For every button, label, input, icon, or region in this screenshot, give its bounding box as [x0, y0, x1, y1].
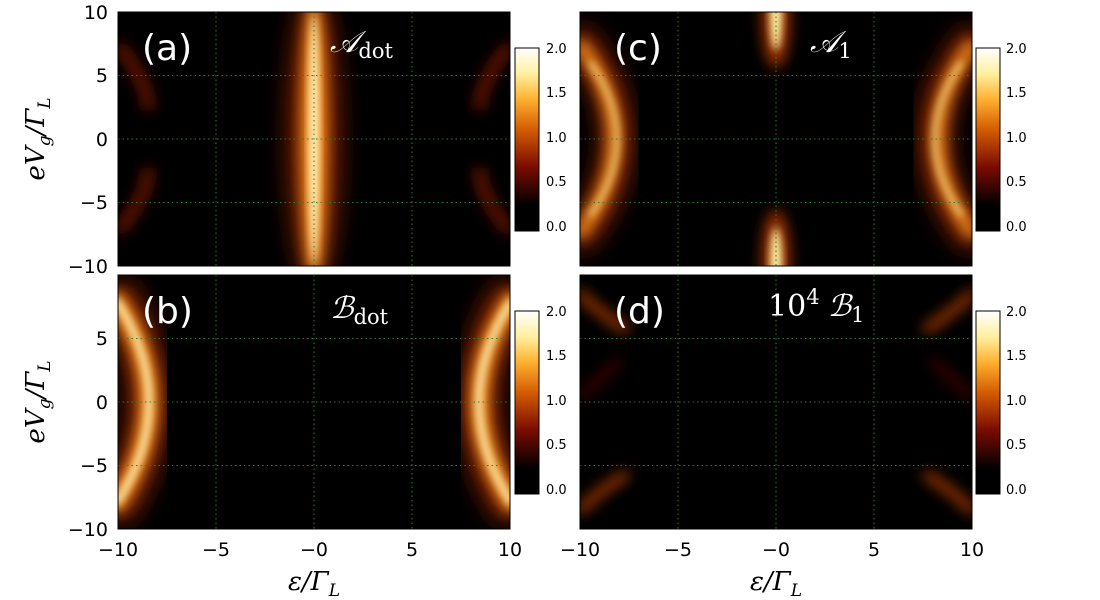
y-axis-label-bottom: eVg/ΓL	[21, 360, 55, 443]
colorbar-d-gradient	[975, 310, 1001, 495]
colorbar-c: 2.0 1.5 1.0 0.5 0.0	[975, 42, 1027, 235]
colorbar-c-gradient	[975, 47, 1001, 232]
y-tick-label-b-2: −5	[80, 455, 108, 477]
colorbar-a-gradient	[514, 47, 540, 232]
y-ticks-b: 5 0 −5 −10	[68, 328, 108, 541]
colorbar-c-tick-4: 0.0	[1006, 220, 1027, 235]
colorbar-b-tick-1: 1.5	[546, 349, 567, 364]
colorbar-b: 2.0 1.5 1.0 0.5 0.0	[514, 305, 567, 498]
panel-title-d: 104 ℬ1	[768, 285, 865, 327]
heat-d-streak-mr	[929, 357, 972, 401]
panel-b: (b) ℬdot 5 0 −5 −10 −10 −5 −0 5 10	[68, 274, 522, 561]
colorbar-b-tick-0: 2.0	[546, 305, 567, 320]
grid-c	[580, 12, 972, 266]
y-tick-label-a-1: 5	[96, 65, 108, 87]
x-tick-label-b-2: −0	[300, 539, 328, 561]
y-tick-label-b-1: 0	[96, 392, 108, 414]
x-ticks-d: −10 −5 −0 5 10	[560, 539, 984, 561]
y-tick-label-b-3: −10	[68, 519, 108, 541]
colorbar-b-tick-3: 0.5	[546, 438, 567, 453]
y-axis-label-top: eVg/ΓL	[21, 97, 55, 180]
plot-frame-d	[579, 274, 973, 530]
colorbar-d-tick-3: 0.5	[1006, 438, 1027, 453]
colorbar-a: 2.0 1.5 1.0 0.5 0.0	[514, 42, 567, 235]
colorbar-c-tick-0: 2.0	[1006, 42, 1027, 57]
y-ticks-a: 10 5 0 −5 −10	[68, 2, 108, 278]
heat-a-arc-tr	[474, 41, 510, 111]
heat-d-streak-br	[922, 470, 972, 515]
x-axis-label-right: ε/ΓL	[750, 567, 802, 600]
panel-label-d: (d)	[614, 291, 665, 332]
panel-label-a: (a)	[142, 28, 192, 69]
grid-d	[580, 275, 972, 529]
x-tick-label-b-3: 5	[406, 539, 418, 561]
x-tick-label-b-1: −5	[202, 539, 230, 561]
panel-d: (d) 104 ℬ1 −10 −5 −0 5 10	[560, 274, 984, 561]
colorbar-c-tick-2: 1.0	[1006, 131, 1027, 146]
y-tick-label-b-0: 5	[96, 328, 108, 350]
colorbar-c-tick-3: 0.5	[1006, 175, 1027, 190]
x-tick-label-d-0: −10	[560, 539, 600, 561]
plot-frame-b	[117, 274, 511, 530]
x-ticks-b: −10 −5 −0 5 10	[98, 539, 522, 561]
colorbar-d-tick-0: 2.0	[1006, 305, 1027, 320]
y-tick-label-a-2: 0	[96, 129, 108, 151]
colorbar-b-tick-4: 0.0	[546, 483, 567, 498]
x-tick-label-d-4: 10	[960, 539, 984, 561]
colorbar-c-tick-1: 1.5	[1006, 86, 1027, 101]
y-tick-label-a-0: 10	[84, 2, 108, 24]
y-tick-label-a-3: −5	[80, 192, 108, 214]
y-tick-label-a-4: −10	[68, 256, 108, 278]
x-tick-label-b-0: −10	[98, 539, 138, 561]
colorbar-b-gradient	[514, 310, 540, 495]
heat-c-arc-right-core	[933, 60, 964, 218]
grid-a	[118, 12, 510, 266]
x-axis-label-left: ε/ΓL	[288, 567, 340, 600]
x-tick-label-d-2: −0	[762, 539, 790, 561]
colorbar-a-tick-2: 1.0	[546, 131, 567, 146]
colorbar-a-tick-3: 0.5	[546, 175, 567, 190]
heat-a-arc-br	[474, 167, 510, 236]
heat-d-streak-tr	[922, 289, 972, 334]
colorbar-b-tick-2: 1.0	[546, 394, 567, 409]
x-tick-label-b-4: 10	[498, 539, 522, 561]
plot-frame-a	[117, 11, 511, 267]
panel-title-c: 𝒜1	[810, 25, 852, 63]
heat-d-streak-ml	[580, 357, 623, 401]
colorbar-d-tick-1: 1.5	[1006, 349, 1027, 364]
x-tick-label-d-3: 5	[868, 539, 880, 561]
heat-d-streak-bl	[580, 470, 630, 515]
colorbar-a-tick-1: 1.5	[546, 86, 567, 101]
heat-b-arc-left-core	[118, 298, 152, 506]
heatmap-d	[580, 289, 972, 515]
colorbar-d: 2.0 1.5 1.0 0.5 0.0	[975, 305, 1027, 498]
panel-label-c: (c)	[614, 28, 662, 69]
grid-b	[118, 275, 510, 529]
colorbar-d-tick-4: 0.0	[1006, 483, 1027, 498]
colorbar-a-tick-0: 2.0	[546, 42, 567, 57]
heat-a-arc-bl	[118, 167, 154, 236]
x-tick-label-d-1: −5	[664, 539, 692, 561]
panel-title-b: ℬdot	[330, 291, 389, 329]
colorbar-a-tick-4: 0.0	[546, 220, 567, 235]
plot-frame-c	[579, 11, 973, 267]
heat-a-arc-tl	[118, 41, 154, 111]
panel-a: (a) 𝒜dot 10 5 0 −5 −10	[68, 2, 511, 278]
panel-label-b: (b)	[142, 291, 193, 332]
colorbar-d-tick-2: 1.0	[1006, 394, 1027, 409]
panel-c: (c) 𝒜1	[579, 11, 973, 267]
heat-d-streak-tl	[580, 289, 630, 334]
